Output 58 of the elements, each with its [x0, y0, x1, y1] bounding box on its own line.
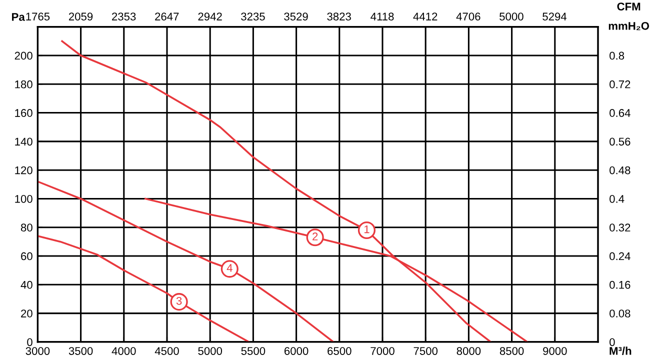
x-axis-title: M³/h — [610, 346, 632, 355]
y-tick-label: 0 — [27, 338, 32, 346]
y2-tick-label: 0.16 — [610, 280, 630, 289]
y-axis-title: Pa — [12, 13, 25, 21]
x2-tick-label: 2353 — [112, 12, 136, 20]
y2-axis-title: mmH₂O — [608, 22, 650, 30]
x-tick-label: 8500 — [500, 347, 524, 355]
x-tick-label: 6500 — [328, 347, 352, 355]
x-tick-label: 3500 — [68, 347, 93, 355]
x2-tick-label: 5000 — [500, 12, 524, 20]
y-tick-label: 20 — [21, 310, 32, 318]
y-tick-label: 100 — [15, 194, 32, 203]
y-tick-label: 80 — [20, 224, 32, 232]
x-tick-label: 5500 — [241, 347, 266, 355]
x2-tick-label: 3529 — [284, 12, 308, 20]
x2-tick-label: 4118 — [370, 12, 394, 20]
x-tick-label: 9000 — [543, 347, 567, 355]
x2-axis-title: CFM — [617, 2, 640, 10]
annotation: 3 — [176, 296, 182, 305]
y2-tick-label: 0.24 — [610, 252, 630, 260]
y2-tick-label: 0 — [610, 338, 615, 346]
y2-tick-label: 0.32 — [610, 224, 630, 232]
x-tick-label: 3000 — [26, 347, 50, 355]
x2-tick-label: 4412 — [413, 12, 438, 20]
line-series — [38, 235, 250, 342]
y-tick-label: 160 — [15, 109, 32, 117]
x2-tick-label: 4706 — [456, 12, 480, 20]
y2-tick-label: 0.48 — [610, 166, 630, 174]
x-tick-label: 5000 — [198, 347, 222, 355]
x-tick-label: 8000 — [456, 347, 481, 355]
x2-tick-label: 5294 — [542, 12, 567, 20]
y2-tick-label: 0.4 — [610, 194, 624, 203]
y2-tick-label: 0.72 — [610, 80, 630, 88]
x2-tick-label: 1765 — [26, 12, 50, 20]
y2-tick-label: 0.64 — [610, 109, 630, 117]
line-series — [38, 180, 334, 342]
y2-tick-label: 0.8 — [610, 52, 624, 60]
x2-tick-label: 2059 — [68, 12, 93, 20]
x2-tick-label: 3823 — [327, 12, 351, 20]
y-tick-label: 180 — [15, 80, 32, 88]
y-tick-label: 140 — [15, 138, 32, 146]
x-tick-label: 7500 — [414, 347, 438, 355]
y-tick-label: 120 — [15, 166, 32, 174]
annotation: 1 — [364, 225, 370, 234]
x-tick-label: 4500 — [154, 347, 179, 355]
annotation: 4 — [226, 264, 232, 272]
x-tick-label: 6000 — [284, 347, 308, 355]
x-tick-label: 4000 — [112, 347, 136, 355]
annotation: 2 — [312, 232, 318, 240]
x2-tick-label: 2647 — [155, 12, 179, 20]
y-tick-label: 60 — [21, 252, 32, 260]
y2-tick-label: 0.56 — [610, 138, 630, 146]
x2-tick-label: 3235 — [241, 12, 265, 20]
x-tick-label: 7000 — [370, 347, 394, 355]
y-tick-label: 40 — [20, 280, 32, 289]
x2-tick-label: 2942 — [198, 12, 222, 20]
y2-tick-label: 0.08 — [610, 310, 630, 318]
y-tick-label: 200 — [14, 52, 32, 60]
